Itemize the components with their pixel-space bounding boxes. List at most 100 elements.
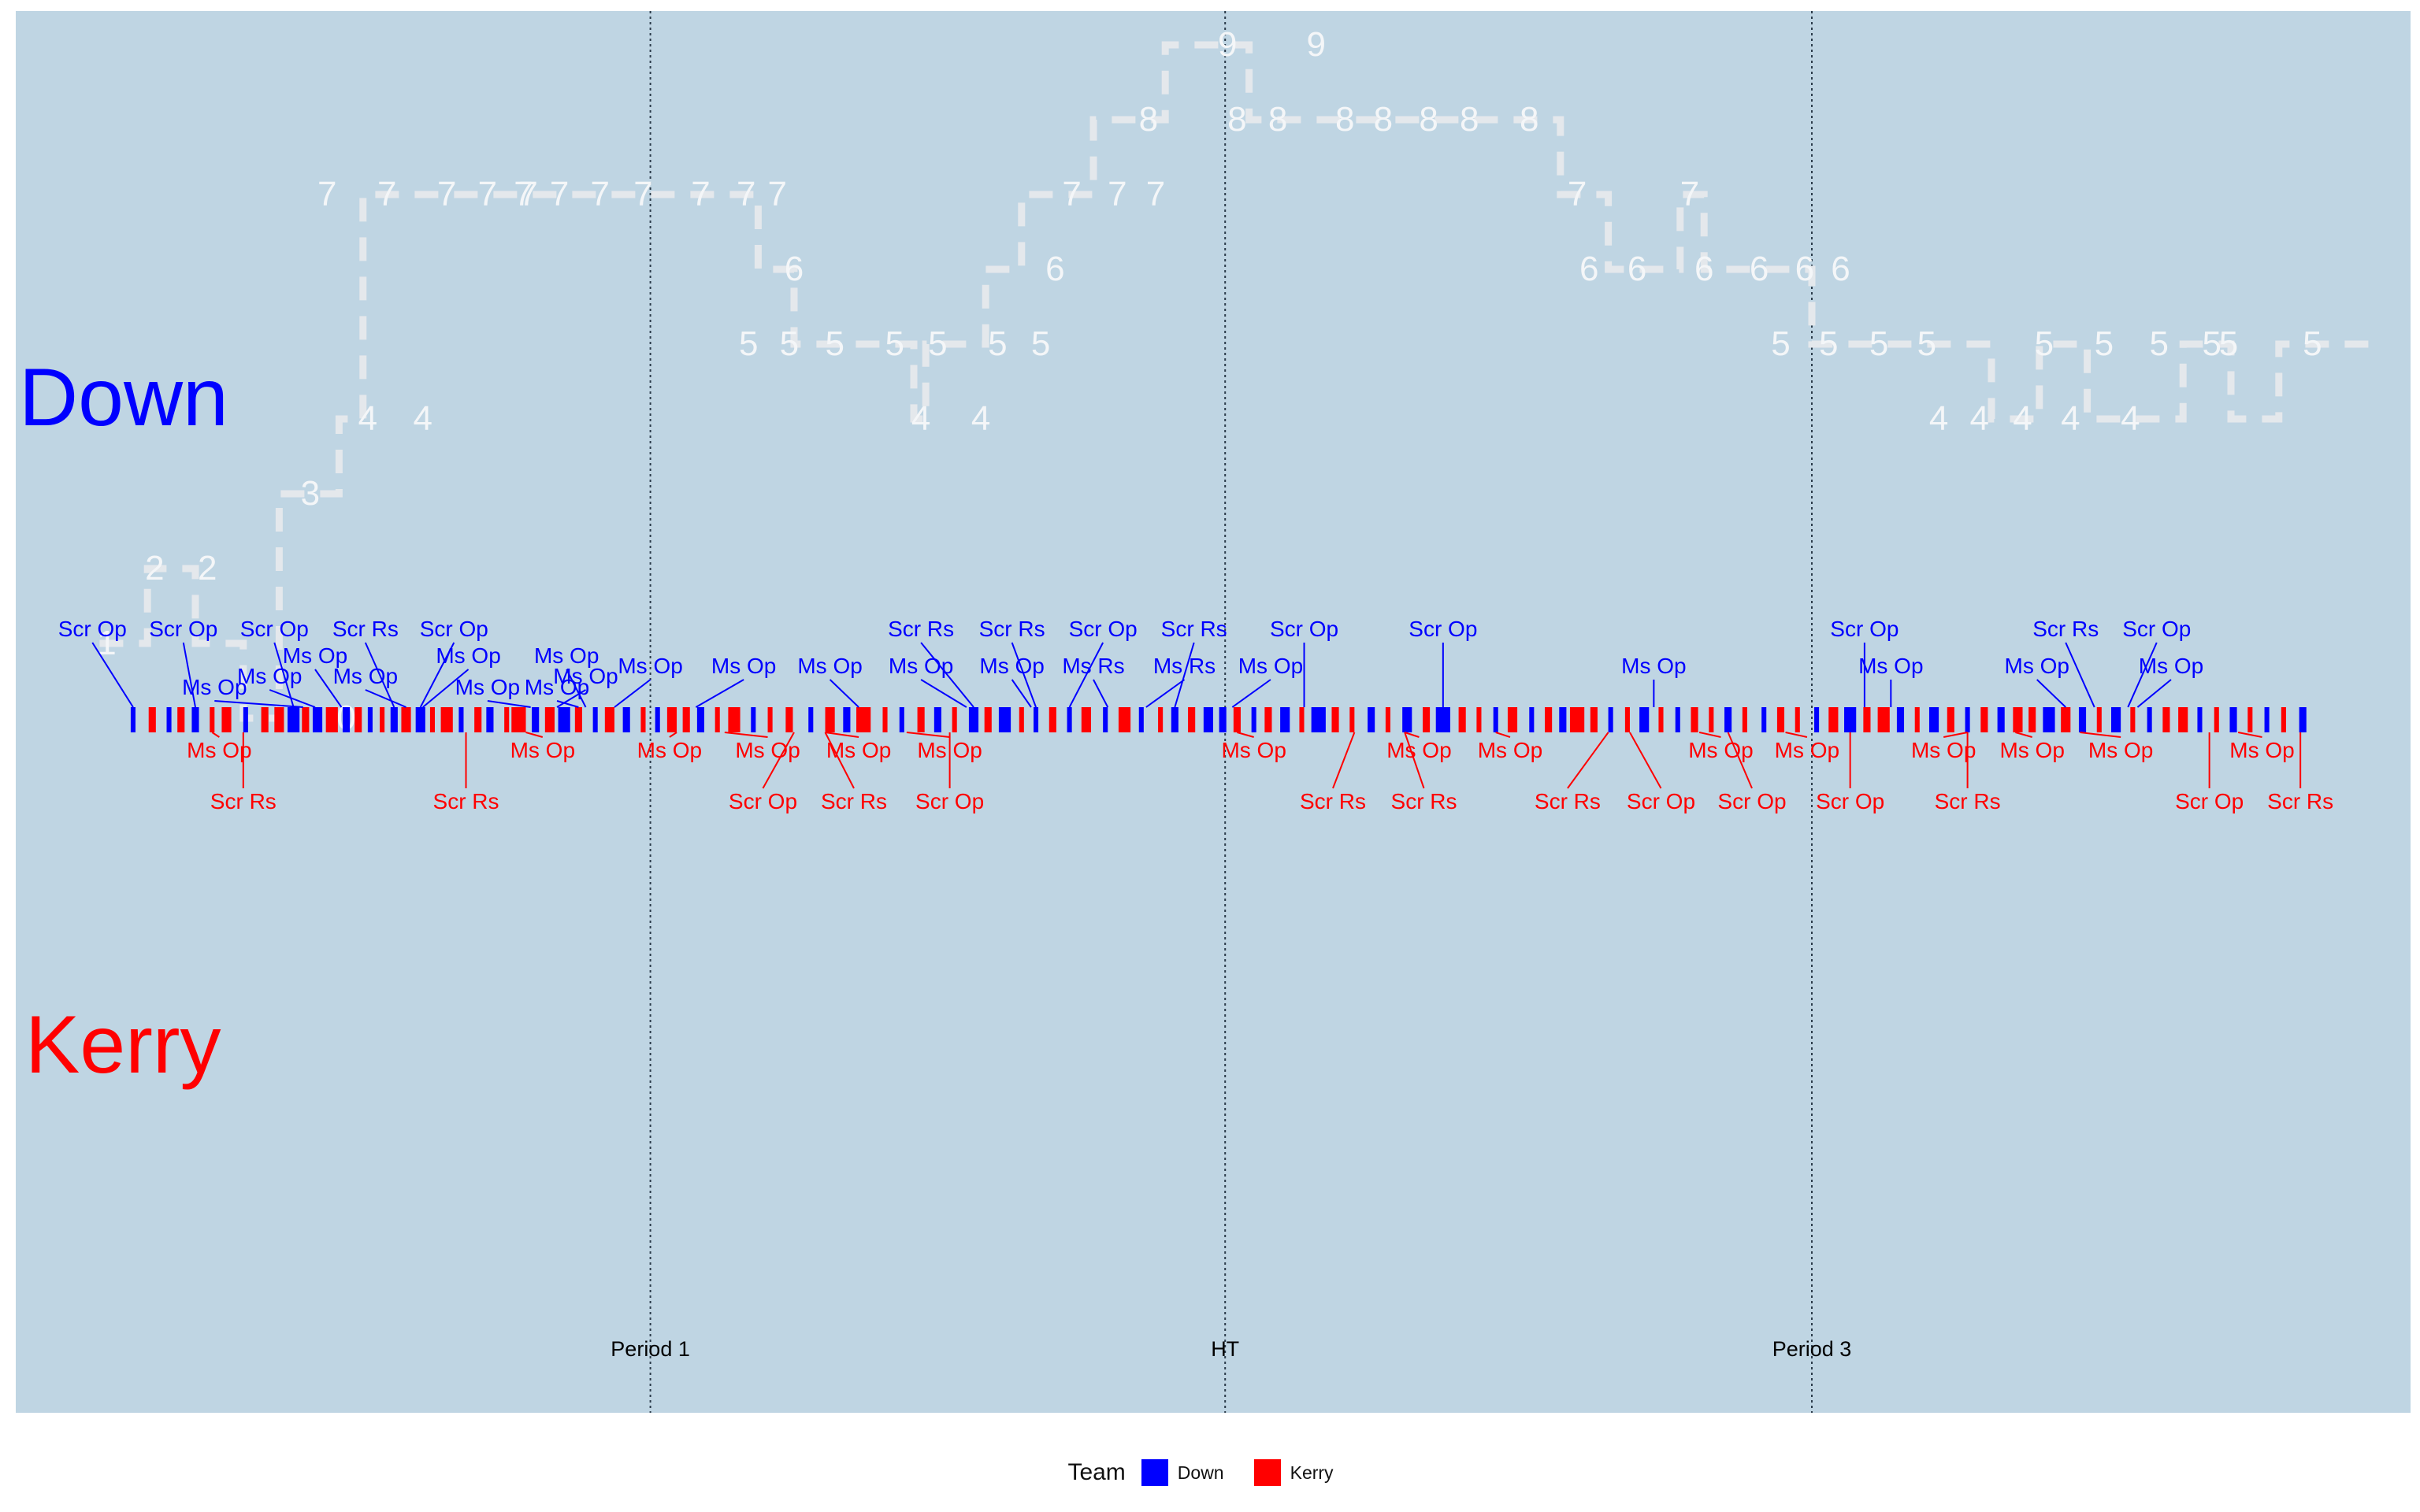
score-label-36: 8 bbox=[1268, 100, 1287, 139]
event-leader-17 bbox=[614, 679, 651, 708]
event-label-7: Scr Op bbox=[1069, 617, 1138, 641]
event-label-32: Ms Op bbox=[182, 675, 247, 699]
possession-bar-68 bbox=[1203, 707, 1213, 732]
score-label-32: 7 bbox=[1146, 175, 1165, 213]
score-label-4: 3 bbox=[301, 474, 320, 513]
possession-bar-73 bbox=[1280, 707, 1290, 732]
possession-bar-81 bbox=[1423, 707, 1431, 732]
possession-bar-14 bbox=[342, 707, 351, 732]
possession-bar-53 bbox=[952, 707, 957, 732]
event-leader-4 bbox=[419, 642, 455, 708]
possession-bar-10 bbox=[288, 707, 300, 732]
possession-bar-132 bbox=[2281, 707, 2286, 732]
event-label-22: Ms Rs bbox=[1062, 654, 1124, 678]
event-leader-1 bbox=[182, 642, 196, 708]
score-label-9: 7 bbox=[437, 175, 456, 213]
event-leader-14 bbox=[314, 669, 343, 708]
score-label-39: 8 bbox=[1374, 100, 1393, 139]
event-label-38: Ms Op bbox=[735, 738, 800, 762]
legend-label-down: Down bbox=[1177, 1462, 1224, 1483]
event-label-33: Ms Op bbox=[455, 675, 520, 699]
possession-bar-24 bbox=[474, 707, 482, 732]
score-label-50: 6 bbox=[1831, 250, 1850, 288]
event-leader-37 bbox=[669, 732, 677, 738]
score-label-28: 4 bbox=[971, 399, 990, 438]
possession-bar-20 bbox=[415, 707, 425, 732]
score-label-53: 5 bbox=[1869, 324, 1888, 363]
possession-bar-26 bbox=[504, 707, 510, 732]
score-label-1: 2 bbox=[145, 549, 164, 587]
period-marker-label-1: HT bbox=[1211, 1337, 1239, 1361]
possession-bar-28 bbox=[532, 707, 540, 732]
possession-bar-126 bbox=[2178, 707, 2188, 732]
event-leader-31 bbox=[556, 689, 587, 708]
event-label-15: Ms Op bbox=[436, 643, 500, 668]
possession-bar-27 bbox=[511, 707, 526, 732]
possession-bar-79 bbox=[1385, 707, 1390, 732]
score-label-61: 4 bbox=[2121, 399, 2140, 438]
possession-bar-34 bbox=[622, 707, 630, 732]
team-label-kerry: Kerry bbox=[25, 999, 221, 1091]
score-label-59: 4 bbox=[2061, 399, 2080, 438]
possession-bar-107 bbox=[1863, 707, 1871, 732]
possession-bar-77 bbox=[1349, 707, 1355, 732]
possession-strip bbox=[130, 707, 2307, 732]
possession-bar-9 bbox=[274, 707, 284, 732]
possession-bar-103 bbox=[1795, 707, 1800, 732]
event-leader-48 bbox=[2080, 732, 2121, 738]
score-label-56: 4 bbox=[1970, 399, 1989, 438]
lead-line-layer bbox=[99, 41, 2375, 722]
event-label-61: Scr Rs bbox=[1935, 789, 2001, 813]
event-label-27: Ms Op bbox=[2005, 654, 2069, 678]
possession-bar-22 bbox=[440, 707, 453, 732]
event-leader-22 bbox=[1093, 679, 1109, 708]
score-label-6: 4 bbox=[414, 399, 432, 438]
score-label-2: 2 bbox=[198, 549, 217, 587]
possession-bar-74 bbox=[1299, 707, 1305, 732]
score-label-23: 5 bbox=[885, 324, 904, 363]
possession-bar-75 bbox=[1311, 707, 1326, 732]
period-marker-label-0: Period 1 bbox=[611, 1337, 690, 1361]
possession-bar-54 bbox=[968, 707, 979, 732]
possession-bar-94 bbox=[1639, 707, 1650, 732]
possession-bar-80 bbox=[1402, 707, 1412, 732]
event-label-60: Scr Op bbox=[1816, 789, 1884, 813]
score-label-15: 7 bbox=[633, 175, 652, 213]
score-label-24: 5 bbox=[928, 324, 947, 363]
possession-bar-85 bbox=[1493, 707, 1498, 732]
event-leader-24 bbox=[1231, 679, 1271, 708]
possession-bar-7 bbox=[243, 707, 248, 732]
score-label-12: 7 bbox=[550, 175, 569, 213]
score-label-13: 7 bbox=[518, 175, 537, 213]
possession-bar-108 bbox=[1877, 707, 1890, 732]
score-label-43: 7 bbox=[1568, 175, 1587, 213]
event-leader-12 bbox=[2065, 642, 2095, 708]
score-label-47: 6 bbox=[1694, 250, 1713, 288]
event-leader-58 bbox=[1629, 732, 1662, 789]
possession-bar-104 bbox=[1814, 707, 1820, 732]
score-label-41: 8 bbox=[1460, 100, 1479, 139]
score-label-16: 7 bbox=[691, 175, 710, 213]
score-label-64: 5 bbox=[2219, 324, 2238, 363]
possession-bar-36 bbox=[655, 707, 660, 732]
possession-bar-18 bbox=[390, 707, 398, 732]
event-label-23: Ms Rs bbox=[1153, 654, 1216, 678]
event-label-46: Ms Op bbox=[1911, 738, 1976, 762]
score-label-55: 4 bbox=[1929, 399, 1948, 438]
possession-bar-123 bbox=[2130, 707, 2136, 732]
event-label-52: Scr Op bbox=[729, 789, 797, 813]
event-label-59: Scr Op bbox=[1717, 789, 1786, 813]
event-leader-35 bbox=[211, 732, 220, 738]
legend-swatch-down bbox=[1141, 1459, 1168, 1486]
legend-label-kerry: Kerry bbox=[1290, 1462, 1334, 1483]
possession-bar-93 bbox=[1624, 707, 1630, 732]
possession-bar-70 bbox=[1233, 707, 1241, 732]
event-label-42: Ms Op bbox=[1386, 738, 1451, 762]
score-label-33: 8 bbox=[1139, 100, 1158, 139]
possession-bar-2 bbox=[166, 707, 172, 732]
score-label-31: 7 bbox=[1108, 175, 1126, 213]
possession-bar-131 bbox=[2264, 707, 2270, 732]
possession-bar-86 bbox=[1507, 707, 1518, 732]
event-leader-23 bbox=[1145, 679, 1186, 708]
possession-bar-50 bbox=[899, 707, 904, 732]
